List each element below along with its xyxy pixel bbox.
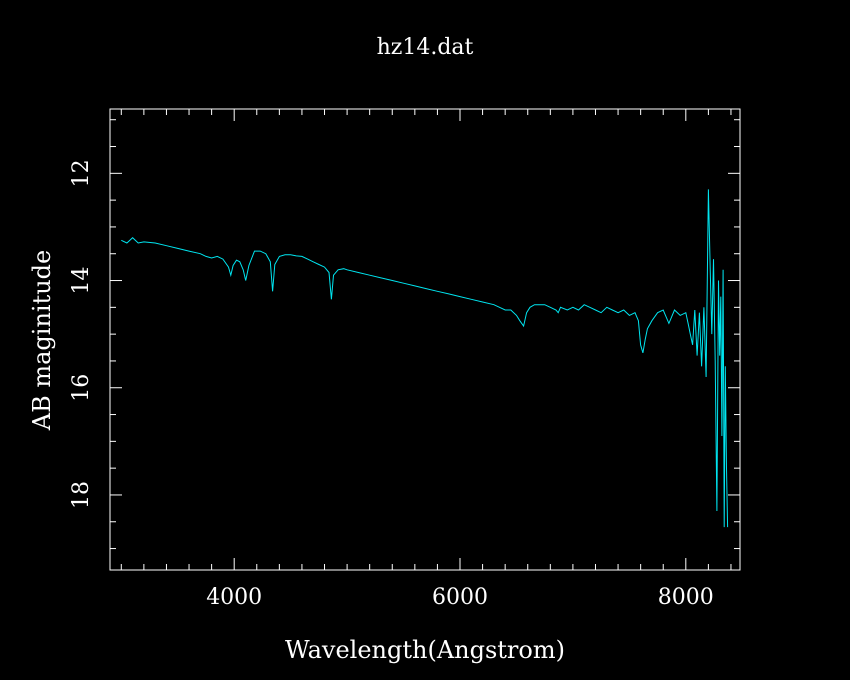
x-tick-label: 4000 [206,585,262,610]
y-tick-label: 16 [69,374,94,402]
axis-ticks: 4000 6000 8000 12 14 16 18 [69,109,740,610]
spectrum-line [121,189,729,528]
plot-frame [109,108,741,571]
x-tick-label: 6000 [432,585,488,610]
y-tick-label: 14 [69,267,94,295]
y-tick-label: 12 [69,159,94,187]
y-tick-label: 18 [69,481,94,509]
x-axis-label: Wavelength(Angstrom) [285,636,565,664]
y-axis-label: AB maginitude [28,250,56,432]
x-tick-label: 8000 [658,585,714,610]
plot-area [121,189,729,528]
chart-title: hz14.dat [377,35,474,60]
